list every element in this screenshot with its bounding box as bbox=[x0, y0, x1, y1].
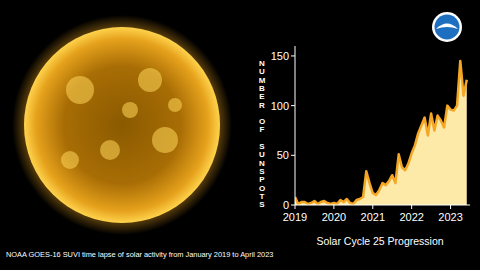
caption: NOAA GOES-16 SUVI time lapse of solar ac… bbox=[6, 250, 273, 259]
x-tick-label: 2022 bbox=[399, 211, 423, 223]
sun-glow bbox=[12, 15, 232, 235]
x-axis bbox=[295, 205, 470, 206]
x-tick-label: 2020 bbox=[322, 211, 346, 223]
y-tick-label: 100 bbox=[271, 100, 289, 112]
x-tick-label: 2023 bbox=[438, 211, 462, 223]
active-region bbox=[122, 102, 138, 118]
y-tick bbox=[291, 205, 295, 206]
area-line bbox=[295, 61, 467, 204]
chart-title: Solar Cycle 25 Progression bbox=[316, 235, 443, 247]
y-axis-label: NUMBER OF SUNSPOTS bbox=[259, 59, 266, 209]
y-tick bbox=[291, 55, 295, 56]
y-tick-label: 0 bbox=[283, 199, 289, 211]
x-tick bbox=[295, 205, 296, 209]
y-tick bbox=[291, 155, 295, 156]
y-axis-label-char: S bbox=[259, 200, 265, 209]
active-region bbox=[100, 140, 120, 160]
y-axis bbox=[295, 46, 296, 205]
active-region bbox=[61, 151, 79, 169]
plot-area bbox=[295, 61, 467, 205]
logo-bird bbox=[436, 24, 458, 30]
x-tick bbox=[450, 205, 451, 209]
x-tick bbox=[411, 205, 412, 209]
active-region bbox=[138, 68, 162, 92]
active-region bbox=[152, 127, 178, 153]
active-region bbox=[168, 98, 182, 112]
x-tick-label: 2019 bbox=[283, 211, 307, 223]
y-tick-label: 50 bbox=[277, 149, 289, 161]
logo-ring bbox=[432, 12, 462, 42]
logo-disk bbox=[435, 15, 460, 40]
canvas: 0 50 100 150 2019 2020 2021 2022 2023 NUMBER OF S… bbox=[0, 0, 480, 270]
sun-disk bbox=[24, 27, 220, 223]
x-tick bbox=[333, 205, 334, 209]
sun-image bbox=[12, 15, 232, 235]
area-fill bbox=[295, 61, 467, 205]
x-tick bbox=[372, 205, 373, 209]
active-region bbox=[66, 76, 94, 104]
noaa-logo bbox=[432, 12, 462, 42]
y-tick-label: 150 bbox=[271, 50, 289, 62]
x-tick-label: 2021 bbox=[361, 211, 385, 223]
y-tick bbox=[291, 105, 295, 106]
